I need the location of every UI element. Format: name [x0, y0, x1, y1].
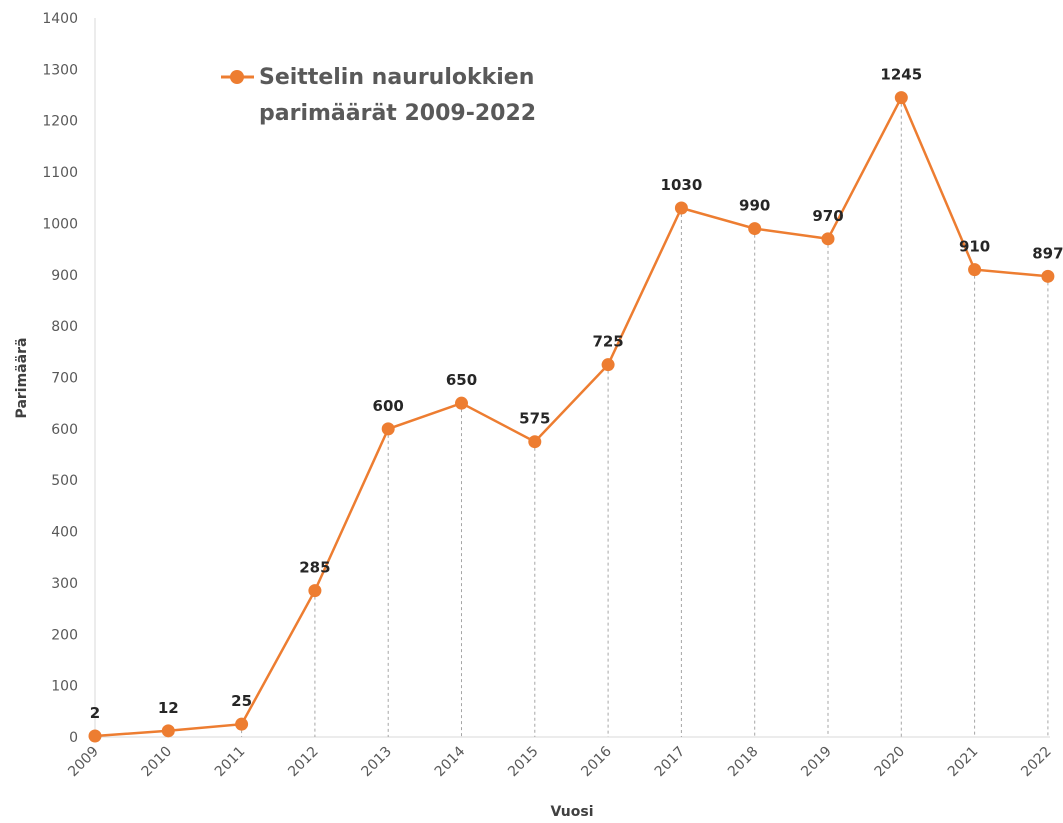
y-tick-label: 900: [51, 268, 78, 284]
y-tick-label: 1400: [42, 11, 78, 27]
y-tick-label: 1200: [42, 114, 78, 130]
data-labels: 2 12 25 285 600 650 575 725 1030 990 970 1245 910 897: [90, 66, 1063, 722]
y-tick-label: 500: [51, 473, 78, 489]
y-tick-label: 1100: [42, 165, 78, 181]
x-tick-label: 2015: [505, 744, 542, 781]
data-point: [601, 358, 615, 372]
series-line: [94, 94, 1049, 738]
data-point: [235, 717, 249, 731]
drop-lines: [94, 97, 1049, 737]
x-tick-label: 2019: [798, 744, 835, 781]
x-tick-label: 2010: [139, 744, 176, 781]
data-label: 600: [373, 397, 404, 415]
data-label: 2: [90, 704, 100, 722]
data-label: 285: [299, 559, 330, 577]
x-tick-label: 2020: [872, 744, 909, 781]
data-label: 650: [446, 371, 477, 389]
y-tick-label: 1300: [42, 62, 78, 78]
data-label: 970: [812, 207, 843, 225]
x-tick-label: 2016: [578, 743, 615, 780]
data-point: [674, 201, 688, 215]
data-point: [161, 724, 175, 738]
x-tick-label: 2022: [1018, 744, 1055, 781]
data-label: 990: [739, 197, 770, 215]
x-tick-label: 2021: [945, 744, 982, 781]
y-tick-label: 300: [51, 576, 78, 592]
data-point: [308, 584, 322, 598]
y-tick-label: 200: [51, 627, 78, 643]
x-axis-title: Vuosi: [550, 804, 593, 820]
x-tick-label: 2013: [359, 744, 396, 781]
data-point: [968, 263, 982, 277]
data-point: [1041, 269, 1055, 283]
data-point: [528, 435, 542, 449]
data-label: 725: [592, 333, 623, 351]
data-label: 1245: [880, 66, 922, 84]
x-tick-label: 2009: [65, 744, 102, 781]
data-label: 910: [959, 238, 990, 256]
y-tick-label: 400: [51, 525, 78, 541]
data-point: [821, 232, 835, 246]
data-points: [88, 91, 1055, 743]
data-point: [88, 729, 102, 743]
data-label: 1030: [661, 176, 703, 194]
data-point: [894, 91, 908, 105]
legend: Seittelin naurulokkien parimäärät 2009-2…: [221, 65, 536, 126]
y-tick-label: 600: [51, 422, 78, 438]
legend-label-line-1: Seittelin naurulokkien: [259, 65, 534, 90]
y-axis-title: Parimäärä: [14, 338, 30, 419]
data-point: [748, 222, 762, 236]
data-label: 897: [1032, 244, 1063, 262]
data-label: 25: [231, 692, 252, 710]
x-tick-labels: 2009 2010 2011 2012 2013 2014 2015 2016 2017 2018…: [65, 743, 1054, 780]
data-point: [381, 422, 395, 436]
x-tick-label: 2018: [725, 744, 762, 781]
y-tick-label: 100: [51, 679, 78, 695]
legend-label-line-2: parimäärät 2009-2022: [259, 101, 536, 126]
legend-dot-marker: [230, 70, 244, 84]
y-tick-label: 800: [51, 319, 78, 335]
y-tick-label: 700: [51, 371, 78, 387]
data-point: [455, 396, 468, 410]
y-tick-label: 0: [69, 730, 78, 746]
y-tick-label: 1000: [42, 216, 78, 232]
x-tick-label: 2011: [212, 744, 249, 781]
y-tick-labels: 0 100 200 300 400 500 600 700 800 900 1000 1100 1200…: [42, 11, 78, 746]
x-tick-label: 2017: [652, 744, 689, 781]
x-tick-label: 2012: [285, 744, 322, 781]
x-tick-label: 2014: [432, 743, 469, 780]
data-label: 12: [158, 699, 179, 717]
data-label: 575: [519, 410, 550, 428]
